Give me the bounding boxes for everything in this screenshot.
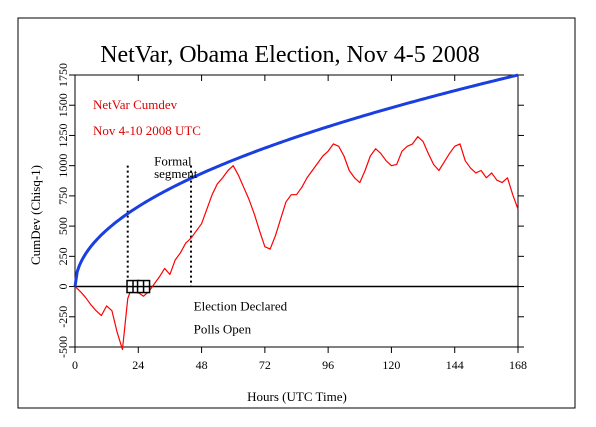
expected-curve (73, 73, 519, 287)
x-tick-label: 144 (446, 358, 464, 372)
x-tick-label: 48 (196, 358, 208, 372)
plot-frame (74, 74, 519, 348)
cumdev-line (74, 136, 519, 351)
y-tick-label: 500 (56, 217, 70, 235)
x-tick-label: 72 (259, 358, 271, 372)
x-tick-label: 120 (382, 358, 400, 372)
y-tick-label: 1000 (56, 154, 70, 178)
x-tick-label: 0 (72, 358, 78, 372)
y-tick-label: 1250 (56, 123, 70, 147)
plot-area: 0 24 48 72 96 120 144 168 -500 -250 0 250 500 750 1000… (56, 63, 527, 372)
annotation-2: Election Declared (194, 299, 288, 314)
y-tick-label: 0 (56, 284, 70, 290)
y-tick-label: -500 (56, 336, 70, 358)
y-tick-label: 1500 (56, 93, 70, 117)
y-tick-label: -250 (56, 306, 70, 328)
outer-frame (17, 17, 576, 409)
annotation-3: Polls Open (194, 322, 252, 337)
x-tick-label: 24 (132, 358, 144, 372)
x-axis-label: Hours (UTC Time) (247, 389, 347, 404)
y-axis-label: CumDev (Chisq-1) (28, 165, 43, 265)
annotation-0: Formal (154, 154, 192, 169)
y-tick-label: 1750 (56, 63, 70, 87)
annotation-1: segment (154, 166, 198, 181)
legend-entry-cumdev: NetVar Cumdev (93, 97, 178, 112)
y-tick-label: 750 (56, 187, 70, 205)
x-tick-label: 96 (322, 358, 334, 372)
legend-entry-date-range: Nov 4-10 2008 UTC (93, 123, 201, 138)
x-tick-label: 168 (509, 358, 527, 372)
y-tick-label: 250 (56, 247, 70, 265)
chart-title: NetVar, Obama Election, Nov 4-5 2008 (100, 42, 480, 68)
